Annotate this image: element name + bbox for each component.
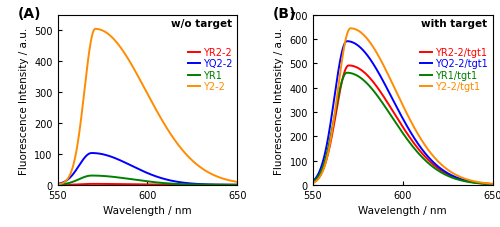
Line: YR1/tgt1: YR1/tgt1	[312, 73, 492, 184]
YQ2-2	[234, 184, 240, 186]
YR2-2	[169, 183, 175, 186]
Line: YR1: YR1	[58, 176, 238, 185]
Text: with target: with target	[421, 19, 487, 29]
Line: YR2-2/tgt1: YR2-2/tgt1	[312, 66, 492, 184]
YR2-2/tgt1	[310, 182, 316, 184]
Text: w/o target: w/o target	[170, 19, 232, 29]
YR2-2	[210, 184, 216, 186]
YQ2-2	[191, 183, 197, 185]
YR1/tgt1	[419, 156, 425, 159]
Line: YQ2-2: YQ2-2	[58, 153, 238, 185]
Y2-2	[210, 173, 216, 176]
YR1	[159, 182, 165, 185]
YR1/tgt1	[321, 163, 327, 166]
YR2-2/tgt1	[424, 158, 430, 161]
YQ2-2/tgt1	[310, 180, 316, 183]
YQ2-2	[66, 178, 71, 180]
YR1	[234, 184, 240, 186]
YR2-2/tgt1	[446, 174, 452, 177]
YR1	[88, 174, 94, 177]
YR1/tgt1	[490, 183, 496, 186]
YQ2-2	[54, 183, 60, 185]
Y2-2/tgt1	[414, 132, 420, 135]
Text: (B): (B)	[273, 7, 296, 21]
Y2-2	[54, 183, 60, 186]
YR2-2/tgt1	[414, 147, 420, 149]
Line: Y2-2: Y2-2	[58, 30, 238, 185]
YR2-2	[66, 184, 71, 186]
Line: YR2-2: YR2-2	[58, 184, 238, 185]
Y-axis label: Fluorescence Intensity / a.u.: Fluorescence Intensity / a.u.	[18, 27, 28, 174]
YR2-2	[88, 183, 94, 185]
Line: YQ2-2/tgt1: YQ2-2/tgt1	[312, 42, 492, 184]
YR1/tgt1	[465, 181, 471, 183]
YR2-2	[164, 183, 170, 186]
YR2-2	[54, 184, 60, 186]
Legend: YR2-2/tgt1, YQ2-2/tgt1, YR1/tgt1, Y2-2/tgt1: YR2-2/tgt1, YQ2-2/tgt1, YR1/tgt1, Y2-2/t…	[420, 48, 488, 92]
YR2-2	[159, 183, 165, 186]
Y2-2/tgt1	[321, 167, 327, 170]
YR2-2/tgt1	[346, 65, 352, 67]
Y2-2/tgt1	[424, 148, 430, 151]
YQ2-2/tgt1	[419, 148, 425, 151]
YQ2-2/tgt1	[344, 41, 350, 43]
Legend: YR2-2, YQ2-2, YR1, Y2-2: YR2-2, YQ2-2, YR1, Y2-2	[188, 48, 232, 92]
YR2-2	[234, 184, 240, 186]
Y2-2	[164, 127, 170, 130]
YR2-2/tgt1	[419, 152, 425, 155]
X-axis label: Wavelength / nm: Wavelength / nm	[358, 205, 447, 215]
YR2-2/tgt1	[321, 167, 327, 170]
YQ2-2	[210, 183, 216, 186]
YR1	[210, 184, 216, 186]
YR2-2/tgt1	[465, 180, 471, 183]
Text: (A): (A)	[18, 7, 42, 21]
YR1	[164, 182, 170, 185]
YR1	[191, 183, 197, 186]
YQ2-2/tgt1	[490, 183, 496, 186]
Y2-2/tgt1	[419, 140, 425, 143]
YQ2-2/tgt1	[321, 157, 327, 160]
YQ2-2	[164, 178, 170, 181]
YR1/tgt1	[414, 151, 420, 154]
Y2-2	[191, 161, 197, 164]
YR2-2	[191, 184, 197, 186]
YR1/tgt1	[424, 161, 430, 164]
Y2-2/tgt1	[490, 183, 496, 185]
YQ2-2	[88, 152, 94, 155]
Y2-2	[159, 119, 165, 122]
YR1	[54, 183, 60, 186]
Line: Y2-2/tgt1: Y2-2/tgt1	[312, 29, 492, 184]
Y2-2	[234, 181, 240, 183]
Y2-2/tgt1	[446, 170, 452, 173]
Y2-2	[92, 28, 98, 31]
Y2-2/tgt1	[310, 182, 316, 185]
Y2-2	[169, 136, 175, 138]
YR1/tgt1	[310, 181, 316, 184]
YR1	[66, 182, 71, 185]
YQ2-2	[169, 180, 175, 183]
YR1/tgt1	[446, 175, 452, 178]
X-axis label: Wavelength / nm: Wavelength / nm	[103, 205, 192, 215]
YQ2-2/tgt1	[424, 155, 430, 158]
YR1	[169, 183, 175, 185]
YQ2-2/tgt1	[446, 173, 452, 176]
YQ2-2/tgt1	[465, 180, 471, 183]
YQ2-2	[159, 177, 165, 180]
Y-axis label: Fluorescence Intensity / a.u.: Fluorescence Intensity / a.u.	[274, 27, 284, 174]
YR1/tgt1	[344, 72, 350, 75]
Y2-2/tgt1	[465, 178, 471, 181]
YR2-2/tgt1	[490, 183, 496, 186]
YQ2-2/tgt1	[414, 142, 420, 145]
Y2-2	[66, 176, 71, 179]
Y2-2/tgt1	[348, 28, 354, 31]
